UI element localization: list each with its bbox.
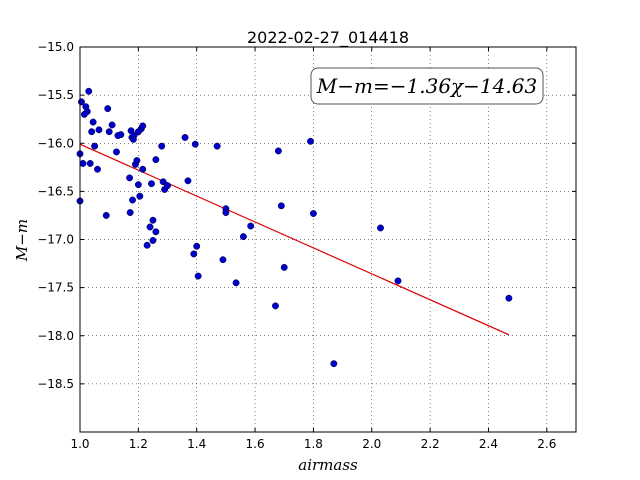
data-point (139, 122, 147, 130)
data-point (149, 237, 157, 244)
data-point (277, 202, 285, 210)
x-tick-label: 2.6 (537, 437, 556, 451)
data-point (104, 105, 112, 113)
data-point (213, 142, 221, 150)
data-point (158, 142, 166, 150)
x-tick-label: 1.2 (129, 437, 148, 451)
data-point (85, 87, 93, 95)
data-point (95, 126, 103, 134)
data-point (222, 209, 230, 217)
y-tick-label: −16.5 (37, 184, 74, 198)
data-point (239, 233, 247, 241)
data-point (184, 177, 192, 185)
data-point (88, 128, 96, 136)
y-tick-label: −18.5 (37, 377, 74, 391)
data-point (307, 137, 314, 145)
y-axis-label: M−m (13, 219, 31, 262)
data-point (159, 178, 167, 186)
fit-annotation-label: M−m=−1.36χ−14.63 (316, 74, 537, 98)
fit-annotation-box (310, 67, 544, 105)
y-tick-label: −15.0 (37, 40, 74, 54)
data-point (274, 147, 282, 155)
fit-annotation: M−m=−1.36χ−14.63 (310, 67, 544, 105)
y-tick-label: −15.5 (37, 88, 74, 102)
x-tick-label: 2.2 (421, 437, 440, 451)
chart-title: 2022-02-27_014418 (247, 28, 409, 48)
data-point (152, 156, 160, 164)
data-point (309, 210, 317, 217)
data-point (149, 216, 157, 224)
data-point (134, 181, 142, 189)
axis-ticks: 1.0 1.2 1.4 1.6 1.8 2.0 2.2 2.4 2.6 −15.0 −15.5 −16… (37, 40, 576, 451)
data-point (113, 148, 120, 156)
data-point (219, 256, 227, 264)
data-point (139, 165, 147, 173)
data-point (148, 180, 155, 188)
data-point (152, 228, 160, 236)
data-point (126, 174, 134, 182)
data-point (191, 140, 199, 148)
data-point (117, 131, 125, 139)
data-point (105, 128, 113, 136)
x-tick-label: 2.4 (479, 437, 498, 451)
data-point (143, 241, 151, 249)
data-point (130, 132, 138, 140)
data-points (76, 87, 513, 368)
data-point (232, 279, 240, 287)
data-point (133, 157, 141, 165)
data-point (129, 196, 136, 204)
data-point (280, 263, 288, 271)
x-axis-label: airmass (298, 456, 358, 474)
x-tick-label: 1.8 (304, 437, 323, 451)
data-point (164, 182, 171, 190)
data-point (136, 192, 144, 200)
y-tick-label: −18.0 (37, 329, 74, 343)
data-point (194, 272, 202, 280)
y-tick-label: −17.5 (37, 281, 74, 295)
data-point (102, 211, 110, 219)
data-point (83, 108, 91, 115)
data-point (377, 224, 384, 232)
data-point (505, 294, 513, 302)
y-tick-label: −16.0 (37, 136, 74, 150)
data-point (108, 121, 116, 129)
data-point (146, 223, 154, 231)
data-point (193, 242, 201, 250)
data-point (190, 250, 198, 258)
data-point (79, 160, 87, 167)
data-point (86, 160, 94, 167)
y-tick-label: −17.0 (37, 233, 74, 247)
data-point (330, 360, 338, 368)
data-point (272, 302, 279, 310)
data-point (89, 118, 97, 126)
fit-line (79, 143, 510, 336)
data-point (394, 277, 402, 285)
data-point (247, 222, 255, 230)
x-tick-label: 1.0 (70, 437, 89, 451)
data-point (181, 134, 189, 141)
data-point (94, 165, 101, 173)
data-point (126, 209, 134, 217)
data-point (91, 142, 99, 150)
x-tick-label: 1.6 (246, 437, 265, 451)
x-tick-label: 1.4 (187, 437, 206, 451)
x-tick-label: 2.0 (362, 437, 381, 451)
